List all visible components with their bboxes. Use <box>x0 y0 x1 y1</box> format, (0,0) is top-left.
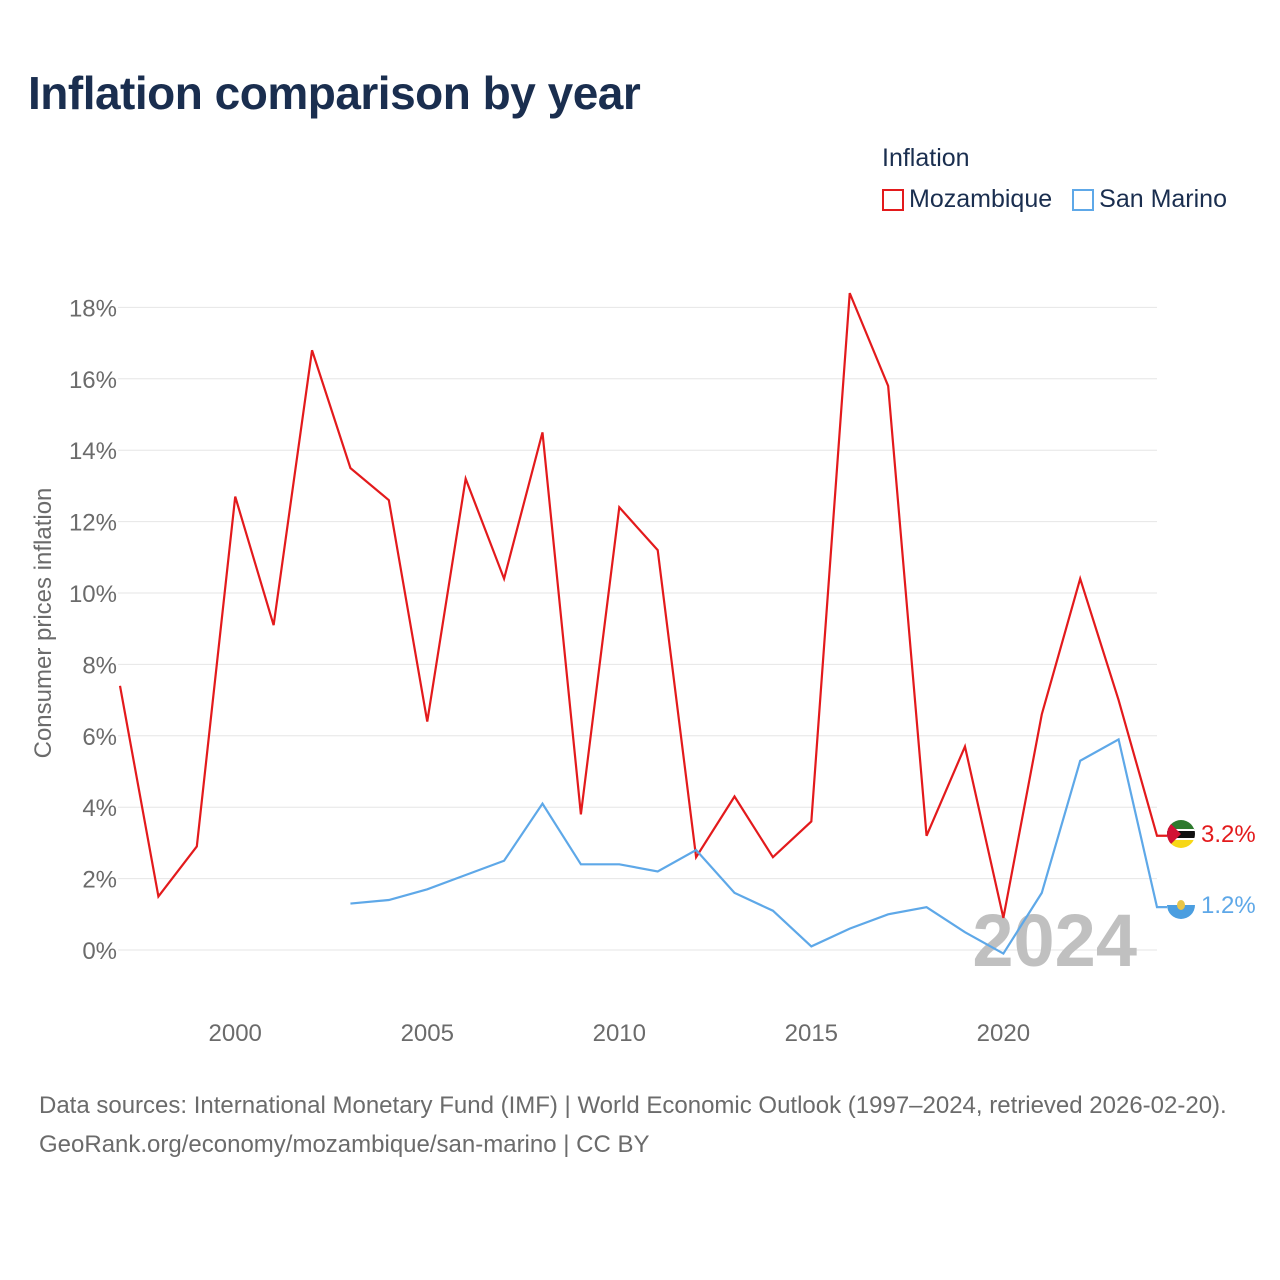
legend-swatch-mozambique <box>882 188 904 211</box>
legend: Inflation Mozambique San Marino <box>882 144 1227 214</box>
legend-item-mozambique[interactable]: Mozambique <box>882 185 1052 214</box>
data-sources: Data sources: International Monetary Fun… <box>39 1092 1227 1119</box>
y-axis: 0% 2% 4% 6% 8% 10% 12% 14% 16% 18% <box>69 295 117 965</box>
x-tick-label: 2000 <box>209 1020 262 1047</box>
san-marino-flag-icon <box>1167 891 1195 919</box>
legend-swatch-san-marino <box>1072 188 1095 211</box>
y-tick-label: 12% <box>69 510 117 537</box>
end-labels: 3.2% 1.2% <box>1201 821 1256 919</box>
legend-label-mozambique: Mozambique <box>909 185 1053 213</box>
x-tick-label: 2010 <box>593 1020 646 1047</box>
y-axis-label: Consumer prices inflation <box>30 488 57 759</box>
x-tick-label: 2020 <box>977 1020 1030 1047</box>
y-tick-label: 16% <box>69 367 117 394</box>
series-line-san-marino[interactable] <box>350 737 1167 956</box>
y-tick-label: 6% <box>82 724 117 751</box>
legend-title: Inflation <box>882 144 970 172</box>
end-label-san-marino: 1.2% <box>1201 892 1256 919</box>
y-tick-label: 8% <box>82 652 117 679</box>
y-tick-label: 14% <box>69 438 117 465</box>
legend-label-san-marino: San Marino <box>1099 185 1227 213</box>
year-watermark: 2024 <box>972 899 1137 982</box>
x-tick-label: 2015 <box>785 1020 838 1047</box>
legend-item-san-marino[interactable]: San Marino <box>1072 185 1227 214</box>
y-tick-label: 18% <box>69 295 117 322</box>
footer: Data sources: International Monetary Fun… <box>39 1086 1249 1164</box>
end-label-mozambique: 3.2% <box>1201 821 1256 848</box>
y-tick-label: 2% <box>82 867 117 894</box>
x-tick-label: 2005 <box>401 1020 454 1047</box>
chart-title: Inflation comparison by year <box>28 67 641 119</box>
y-tick-label: 0% <box>82 938 117 965</box>
y-tick-label: 4% <box>82 795 117 822</box>
source-link[interactable]: GeoRank.org/economy/mozambique/san-marin… <box>39 1131 650 1158</box>
x-axis: 2000 2005 2010 2015 2020 <box>209 1020 1031 1047</box>
series-line-mozambique[interactable] <box>118 292 1167 919</box>
y-tick-label: 10% <box>69 581 117 608</box>
mozambique-flag-icon <box>1167 820 1195 848</box>
series <box>118 292 1167 956</box>
grid <box>118 306 1157 951</box>
